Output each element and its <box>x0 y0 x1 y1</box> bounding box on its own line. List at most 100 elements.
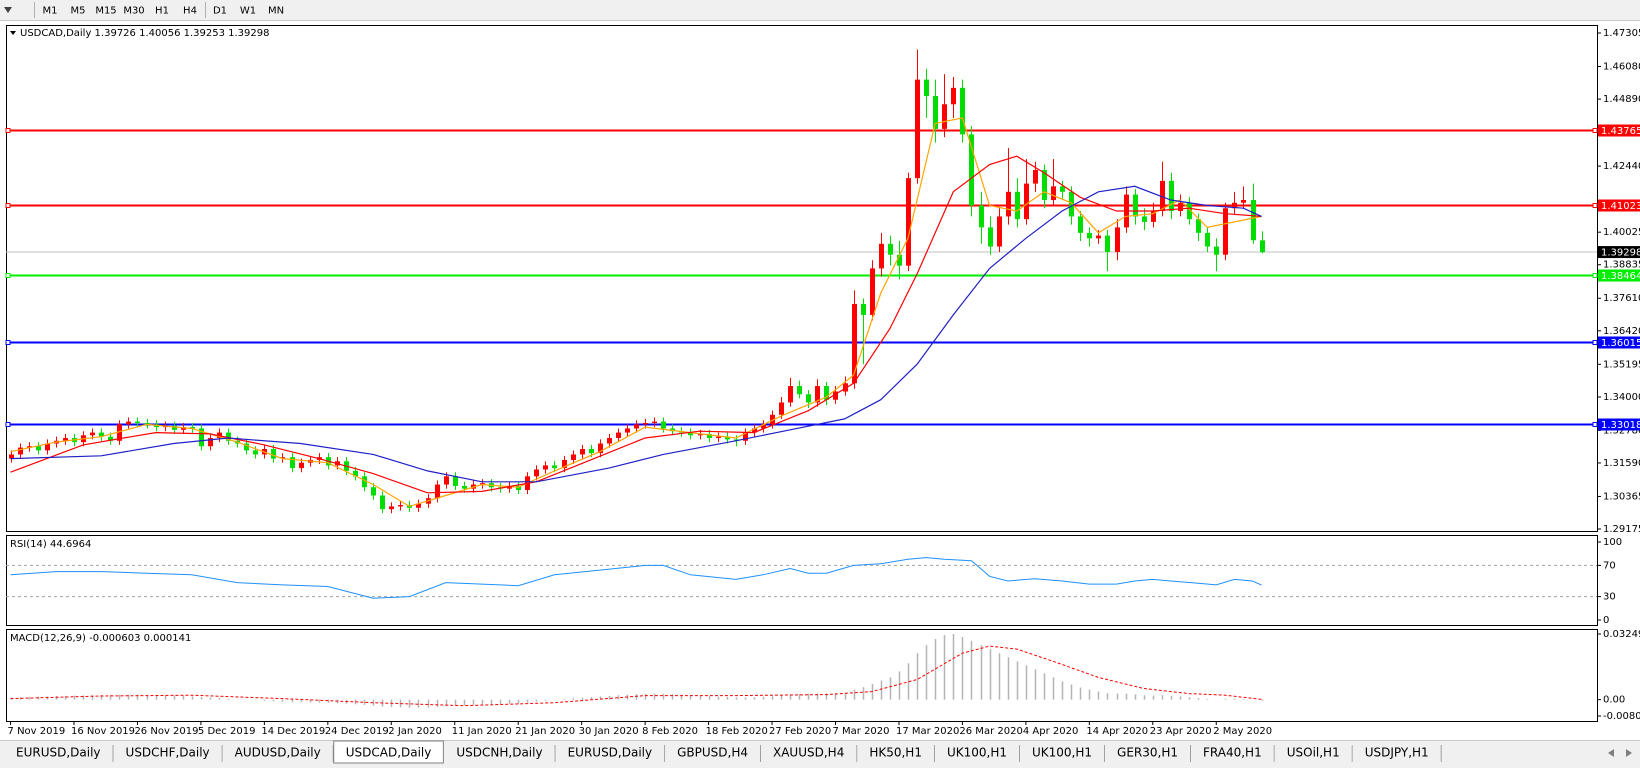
candle-body <box>63 438 68 441</box>
timeframe-button[interactable]: M15 <box>95 6 116 17</box>
tab[interactable]: HK50,H1 <box>857 743 935 763</box>
tab-label[interactable]: USDCHF,Daily <box>126 746 210 760</box>
x-tick-label: 30 Jan 2020 <box>579 726 639 737</box>
tab-label[interactable]: UK100,H1 <box>947 746 1007 760</box>
candle-body <box>879 243 884 269</box>
candle-body <box>870 268 875 315</box>
candle-body <box>435 484 440 499</box>
candle-body <box>181 427 186 430</box>
y-tick-label: 1.35195 <box>1603 359 1640 370</box>
candle-body <box>1178 202 1183 211</box>
tab-background <box>1105 743 1190 763</box>
timeframe-button[interactable]: W1 <box>240 6 256 17</box>
tab[interactable]: UK100,H1 <box>934 743 1020 763</box>
candle-body <box>1078 216 1083 233</box>
toolbar <box>0 0 1640 21</box>
tab-label[interactable]: GER30,H1 <box>1117 746 1178 760</box>
tab-label[interactable]: HK50,H1 <box>869 746 922 760</box>
tab[interactable]: GER30,H1 <box>1105 743 1191 763</box>
level-handle <box>1592 203 1598 208</box>
tab-scroll-left[interactable] <box>1608 749 1614 757</box>
candle-body <box>1205 232 1210 247</box>
tab-label[interactable]: UK100,H1 <box>1032 746 1092 760</box>
tab-background <box>113 743 222 763</box>
candle-body <box>1260 240 1265 253</box>
level-handle <box>1592 340 1598 345</box>
candle-body <box>598 443 603 454</box>
candle-body <box>1096 235 1101 239</box>
candle-body <box>135 421 140 423</box>
level-handle <box>5 340 11 345</box>
candle-body <box>1142 216 1147 222</box>
tab[interactable]: USDJPY,H1 <box>1352 743 1442 763</box>
timeframe-button[interactable]: D1 <box>213 6 227 17</box>
tab-label[interactable]: USDCNH,Daily <box>456 746 542 760</box>
tab-label[interactable]: USOil,H1 <box>1287 746 1340 760</box>
timeframe-button[interactable]: M1 <box>43 6 58 17</box>
y-tick-label: 1.30365 <box>1603 491 1640 502</box>
candle-body <box>18 447 23 455</box>
tab[interactable]: EURUSD,Daily <box>555 743 666 763</box>
tab-label[interactable]: AUDUSD,Daily <box>235 746 321 760</box>
x-tick-label: 27 Feb 2020 <box>769 726 831 737</box>
candle-body <box>1033 169 1038 184</box>
candle-body <box>625 428 630 433</box>
tab-label[interactable]: FRA40,H1 <box>1203 746 1262 760</box>
candle-body <box>280 457 285 459</box>
candle-body <box>1024 183 1029 220</box>
panel-frame <box>6 535 1598 626</box>
chart-header: USDCAD,Daily 1.39726 1.40056 1.39253 1.3… <box>20 28 270 39</box>
tab-background <box>1191 743 1274 763</box>
panel-frame <box>6 629 1598 722</box>
tab-background <box>934 743 1019 763</box>
tab[interactable]: UK100,H1 <box>1020 743 1106 763</box>
tab-label[interactable]: EURUSD,Daily <box>16 746 101 760</box>
macd-signal-line <box>10 645 1262 707</box>
candle-body <box>743 432 748 441</box>
timeframe-button[interactable]: MN <box>268 6 284 17</box>
level-label: 1.33018 <box>1601 420 1640 431</box>
candle-body <box>362 476 367 488</box>
tab[interactable]: USDCHF,Daily <box>113 743 223 763</box>
indicator-title: RSI(14) 44.6964 <box>10 539 91 550</box>
toolbar-icon[interactable] <box>4 7 12 13</box>
candle-body <box>661 421 666 429</box>
candle-body <box>707 433 712 439</box>
x-tick-label: 14 Apr 2020 <box>1086 726 1148 737</box>
tab-background <box>444 743 555 763</box>
timeframe-button[interactable]: H4 <box>183 6 197 17</box>
tab[interactable]: USDCNH,Daily <box>444 743 556 763</box>
tab[interactable]: EURUSD,Daily <box>4 743 114 763</box>
y-tick-label: 1.29175 <box>1603 524 1640 535</box>
level-label-box <box>1598 124 1640 137</box>
candle-body <box>1223 208 1228 255</box>
tab-label[interactable]: GBPUSD,H4 <box>677 746 748 760</box>
candle-body <box>117 424 122 441</box>
level-handle <box>5 128 11 133</box>
timeframe-button[interactable]: M5 <box>71 6 86 17</box>
timeframe-button[interactable]: M30 <box>123 6 144 17</box>
tab[interactable]: AUDUSD,Daily <box>222 743 334 763</box>
level-label-box <box>1598 269 1640 282</box>
candle-body <box>480 483 485 485</box>
tab-label[interactable]: XAUUSD,H4 <box>773 746 844 760</box>
tab-scroll-right[interactable] <box>1626 749 1632 757</box>
candle-body <box>299 462 304 469</box>
candle-body <box>27 446 32 448</box>
tab[interactable]: GBPUSD,H4 <box>665 743 761 763</box>
tab[interactable]: FRA40,H1 <box>1191 743 1275 763</box>
timeframe-button[interactable]: H1 <box>155 6 169 17</box>
tab[interactable]: XAUUSD,H4 <box>761 743 858 763</box>
candle-body <box>371 487 376 496</box>
candle-body <box>1251 200 1256 241</box>
candle-body <box>616 432 621 439</box>
tab-label[interactable]: USDCAD,Daily <box>346 746 432 760</box>
last-price-label: 1.39298 <box>1601 248 1640 259</box>
tab-label[interactable]: EURUSD,Daily <box>568 746 653 760</box>
tab-label[interactable]: USDJPY,H1 <box>1365 746 1429 760</box>
candle-body <box>861 303 866 315</box>
tab[interactable]: USDCAD,Daily <box>333 740 444 764</box>
candle-body <box>244 443 249 451</box>
tab[interactable]: USOil,H1 <box>1274 743 1353 763</box>
candle-body <box>652 421 657 423</box>
